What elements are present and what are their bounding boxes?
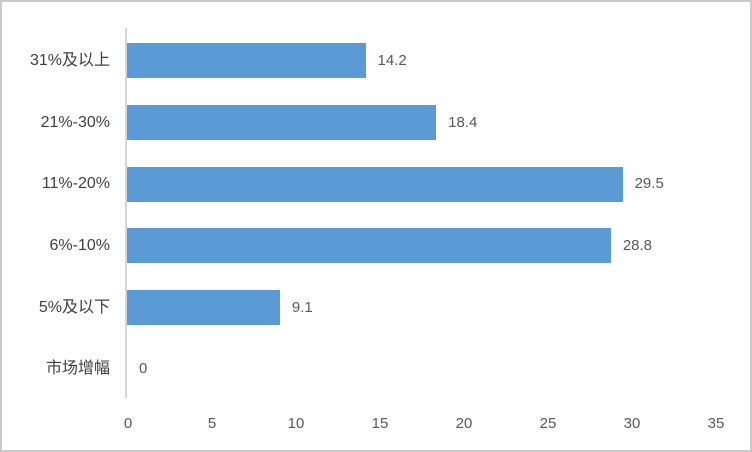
category-label: 21%-30% [40, 113, 110, 131]
x-tick-label: 30 [623, 415, 641, 432]
bar [127, 166, 623, 202]
x-tick-label: 20 [455, 415, 473, 432]
x-tick-label: 25 [539, 415, 557, 432]
value-label: 9.1 [291, 298, 313, 316]
x-tick-label: 10 [287, 415, 305, 432]
category-label: 5%及以下 [38, 298, 110, 316]
value-label: 28.8 [622, 236, 653, 254]
x-tick-label: 0 [123, 415, 133, 432]
bar [127, 228, 611, 264]
x-tick-label: 35 [707, 415, 725, 432]
bar [127, 43, 366, 79]
bar [127, 290, 280, 325]
value-label: 18.4 [448, 113, 478, 131]
value-label: 14.2 [377, 51, 407, 69]
value-label: 29.5 [634, 175, 664, 193]
category-label: 市场增幅 [45, 360, 110, 378]
bar [127, 105, 437, 140]
category-label: 6%-10% [49, 236, 110, 254]
value-label: 0 [139, 360, 148, 378]
category-label: 11%-20% [41, 175, 110, 193]
y-axis-line [125, 28, 127, 398]
category-label: 31%及以上 [29, 51, 110, 69]
x-tick-label: 15 [371, 415, 389, 432]
x-tick-label: 5 [207, 415, 217, 432]
